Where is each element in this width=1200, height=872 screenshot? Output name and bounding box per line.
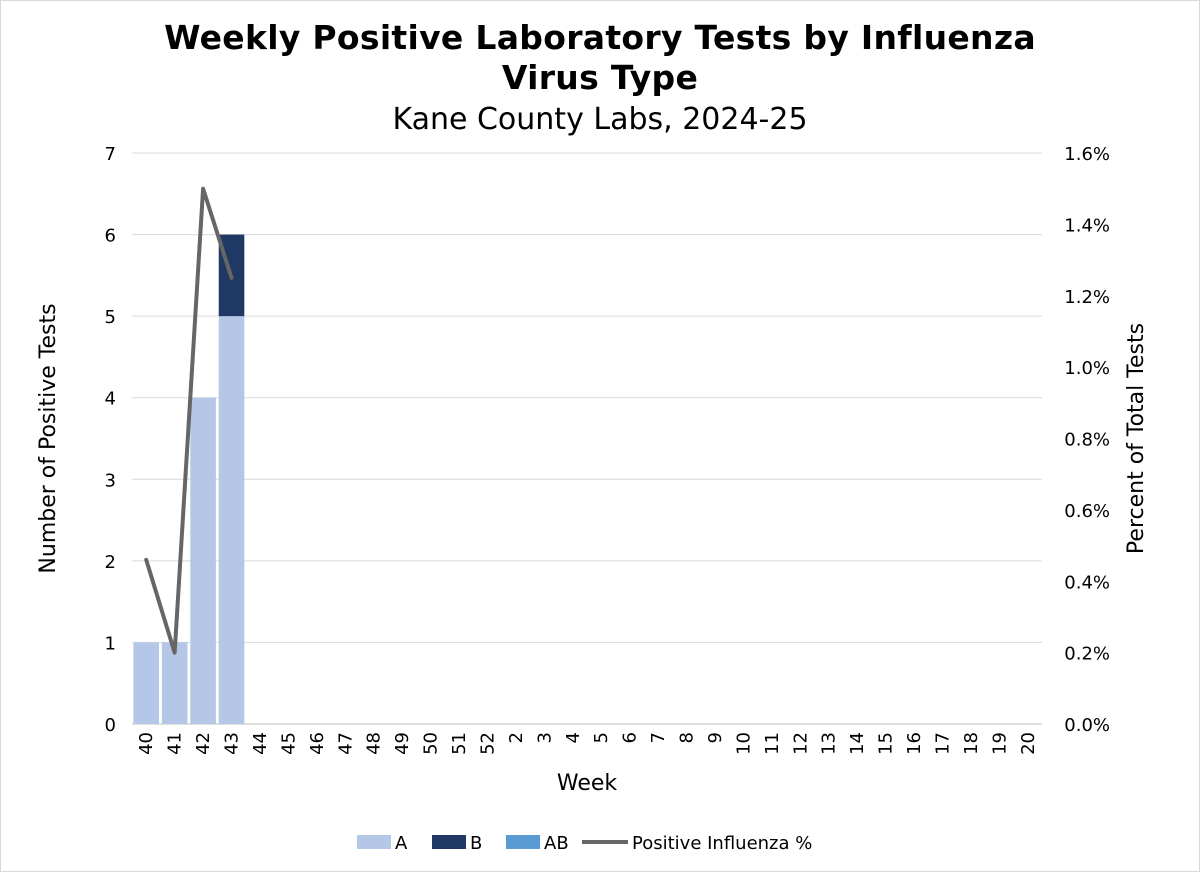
x-tick-label: 2 bbox=[506, 732, 527, 743]
x-tick-label: 14 bbox=[847, 732, 868, 755]
y-tick-label: 4 bbox=[105, 389, 116, 410]
y-tick-label: 6 bbox=[105, 226, 116, 247]
x-tick-label: 48 bbox=[364, 732, 385, 755]
x-tick-label: 8 bbox=[677, 732, 698, 743]
x-tick-label: 47 bbox=[335, 732, 356, 755]
x-tick-label: 41 bbox=[165, 732, 186, 755]
y2-tick-label: 1.4% bbox=[1064, 215, 1110, 236]
x-tick-label: 45 bbox=[278, 732, 299, 755]
x-tick-label: 20 bbox=[1018, 732, 1039, 755]
x-tick-label: 18 bbox=[961, 732, 982, 755]
x-tick-label: 50 bbox=[421, 732, 442, 755]
x-tick-label: 12 bbox=[790, 732, 811, 755]
x-tick-label: 17 bbox=[932, 732, 953, 755]
x-tick-label: 13 bbox=[819, 732, 840, 755]
x-tick-label: 7 bbox=[648, 732, 669, 743]
legend-swatch-b bbox=[432, 835, 466, 849]
y-tick-label: 2 bbox=[105, 552, 116, 573]
x-tick-label: 10 bbox=[733, 732, 754, 755]
x-tick-label: 15 bbox=[876, 732, 897, 755]
x-tick-label: 49 bbox=[392, 732, 413, 755]
x-tick-label: 42 bbox=[193, 732, 214, 755]
y-tick-label: 1 bbox=[105, 633, 116, 654]
y-tick-label: 3 bbox=[105, 470, 116, 491]
y2-tick-label: 0.2% bbox=[1064, 644, 1110, 665]
y2-tick-label: 0.4% bbox=[1064, 572, 1110, 593]
chart-subtitle: Kane County Labs, 2024-25 bbox=[392, 102, 808, 137]
legend-label-b: B bbox=[470, 833, 482, 854]
x-tick-label: 40 bbox=[136, 732, 157, 755]
y2-tick-label: 1.2% bbox=[1064, 287, 1110, 308]
x-tick-label: 9 bbox=[705, 732, 726, 743]
legend-label-ab: AB bbox=[544, 833, 569, 854]
chart-title-line2: Virus Type bbox=[501, 58, 699, 97]
x-tick-label: 5 bbox=[591, 732, 612, 743]
x-tick-label: 19 bbox=[989, 732, 1010, 755]
y2-tick-label: 1.0% bbox=[1064, 358, 1110, 379]
y-tick-label: 0 bbox=[105, 715, 116, 736]
x-axis-title: Week bbox=[557, 771, 618, 796]
y-axis-title: Number of Positive Tests bbox=[36, 303, 61, 573]
chart-title-line1: Weekly Positive Laboratory Tests by Infl… bbox=[164, 18, 1036, 57]
y2-axis-title: Percent of Total Tests bbox=[1124, 323, 1149, 554]
x-tick-label: 43 bbox=[222, 732, 243, 755]
x-tick-label: 52 bbox=[477, 732, 498, 755]
legend-swatch-ab bbox=[506, 835, 540, 849]
x-tick-label: 16 bbox=[904, 732, 925, 755]
bar-a bbox=[190, 397, 216, 724]
x-tick-label: 4 bbox=[563, 732, 584, 743]
y2-tick-label: 0.0% bbox=[1064, 715, 1110, 736]
x-tick-label: 44 bbox=[250, 732, 271, 755]
y2-tick-label: 0.8% bbox=[1064, 430, 1110, 451]
y2-tick-label: 1.6% bbox=[1064, 144, 1110, 165]
y-tick-label: 7 bbox=[105, 144, 116, 165]
x-tick-label: 3 bbox=[534, 732, 555, 743]
x-tick-label: 46 bbox=[307, 732, 328, 755]
x-tick-label: 11 bbox=[762, 732, 783, 755]
legend-label-line: Positive Influenza % bbox=[632, 833, 812, 854]
bar-a bbox=[161, 642, 188, 724]
x-tick-label: 51 bbox=[449, 732, 470, 755]
legend-label-a: A bbox=[395, 833, 408, 854]
y-tick-label: 5 bbox=[105, 307, 116, 328]
x-tick-label: 6 bbox=[620, 732, 641, 743]
bar-a bbox=[133, 642, 160, 724]
bar-a bbox=[218, 316, 245, 724]
line-positive-influenza-pct bbox=[144, 186, 234, 655]
y2-tick-label: 0.6% bbox=[1064, 501, 1110, 522]
legend-swatch-a bbox=[357, 835, 391, 849]
